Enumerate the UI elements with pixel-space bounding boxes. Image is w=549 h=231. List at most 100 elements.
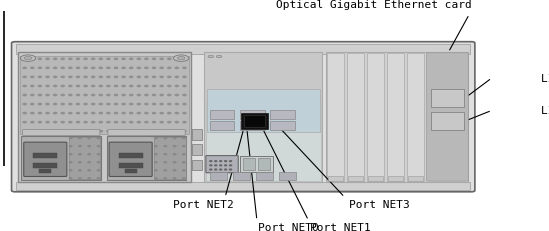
Circle shape bbox=[153, 131, 155, 132]
Circle shape bbox=[69, 104, 72, 105]
Circle shape bbox=[107, 68, 110, 69]
Circle shape bbox=[84, 95, 87, 96]
Circle shape bbox=[38, 113, 42, 114]
Circle shape bbox=[99, 113, 102, 114]
Circle shape bbox=[173, 138, 176, 139]
Circle shape bbox=[46, 68, 49, 69]
Circle shape bbox=[23, 86, 26, 87]
Bar bbox=[348, 176, 363, 181]
Circle shape bbox=[210, 161, 212, 162]
Circle shape bbox=[229, 169, 232, 170]
Bar bbox=[21, 137, 101, 180]
Circle shape bbox=[173, 170, 176, 171]
Circle shape bbox=[23, 113, 26, 114]
Circle shape bbox=[175, 131, 178, 132]
Bar bbox=[367, 54, 384, 181]
Circle shape bbox=[183, 104, 186, 105]
FancyBboxPatch shape bbox=[427, 54, 468, 181]
Bar bbox=[16, 182, 470, 190]
Circle shape bbox=[173, 146, 176, 147]
Circle shape bbox=[183, 162, 185, 163]
Circle shape bbox=[220, 169, 222, 170]
Circle shape bbox=[38, 131, 42, 132]
Circle shape bbox=[153, 122, 155, 123]
Circle shape bbox=[76, 86, 80, 87]
FancyBboxPatch shape bbox=[108, 130, 185, 136]
Circle shape bbox=[225, 169, 227, 170]
Circle shape bbox=[69, 68, 72, 69]
Circle shape bbox=[208, 56, 214, 58]
FancyBboxPatch shape bbox=[12, 43, 475, 192]
Circle shape bbox=[137, 113, 141, 114]
Bar bbox=[40, 170, 51, 173]
Bar bbox=[326, 53, 468, 182]
Circle shape bbox=[84, 131, 87, 132]
Bar bbox=[244, 116, 265, 127]
Circle shape bbox=[99, 68, 102, 69]
Circle shape bbox=[69, 86, 72, 87]
Circle shape bbox=[38, 77, 42, 78]
Circle shape bbox=[130, 95, 133, 96]
Circle shape bbox=[145, 131, 148, 132]
Circle shape bbox=[130, 104, 133, 105]
Circle shape bbox=[175, 95, 178, 96]
Circle shape bbox=[145, 113, 148, 114]
Bar bbox=[386, 54, 405, 181]
Circle shape bbox=[79, 154, 81, 155]
Circle shape bbox=[183, 86, 186, 87]
Bar bbox=[33, 163, 57, 168]
Circle shape bbox=[145, 59, 148, 60]
Circle shape bbox=[23, 68, 26, 69]
Circle shape bbox=[130, 77, 133, 78]
Circle shape bbox=[122, 59, 125, 60]
Circle shape bbox=[114, 59, 117, 60]
Circle shape bbox=[61, 113, 64, 114]
Circle shape bbox=[155, 178, 157, 179]
Circle shape bbox=[76, 95, 80, 96]
Circle shape bbox=[61, 131, 64, 132]
Bar bbox=[258, 159, 270, 170]
Circle shape bbox=[137, 77, 141, 78]
Circle shape bbox=[84, 86, 87, 87]
Circle shape bbox=[92, 122, 95, 123]
Text: Port NET2: Port NET2 bbox=[172, 199, 233, 209]
Circle shape bbox=[69, 131, 72, 132]
Circle shape bbox=[122, 77, 125, 78]
Circle shape bbox=[215, 161, 217, 162]
Bar bbox=[210, 110, 234, 119]
Bar bbox=[210, 173, 227, 180]
Text: Port NET0: Port NET0 bbox=[258, 222, 319, 231]
Circle shape bbox=[69, 170, 72, 171]
Circle shape bbox=[79, 138, 81, 139]
Bar bbox=[192, 145, 202, 155]
Circle shape bbox=[137, 59, 141, 60]
Bar bbox=[192, 130, 202, 140]
Circle shape bbox=[20, 56, 36, 62]
Circle shape bbox=[160, 113, 163, 114]
Circle shape bbox=[122, 86, 125, 87]
Circle shape bbox=[76, 113, 80, 114]
Circle shape bbox=[92, 131, 95, 132]
Circle shape bbox=[61, 86, 64, 87]
Circle shape bbox=[76, 68, 80, 69]
Circle shape bbox=[97, 146, 100, 147]
Circle shape bbox=[175, 113, 178, 114]
Circle shape bbox=[88, 138, 91, 139]
Circle shape bbox=[153, 104, 155, 105]
Circle shape bbox=[167, 86, 171, 87]
Circle shape bbox=[46, 113, 49, 114]
Bar bbox=[240, 110, 265, 119]
Bar bbox=[233, 173, 250, 180]
Circle shape bbox=[38, 95, 42, 96]
Circle shape bbox=[107, 95, 110, 96]
Circle shape bbox=[99, 104, 102, 105]
Circle shape bbox=[31, 86, 34, 87]
Circle shape bbox=[175, 77, 178, 78]
Circle shape bbox=[23, 122, 26, 123]
Circle shape bbox=[54, 77, 57, 78]
Circle shape bbox=[175, 68, 178, 69]
Bar bbox=[270, 110, 295, 119]
Circle shape bbox=[69, 59, 72, 60]
Circle shape bbox=[167, 104, 171, 105]
Circle shape bbox=[155, 138, 157, 139]
